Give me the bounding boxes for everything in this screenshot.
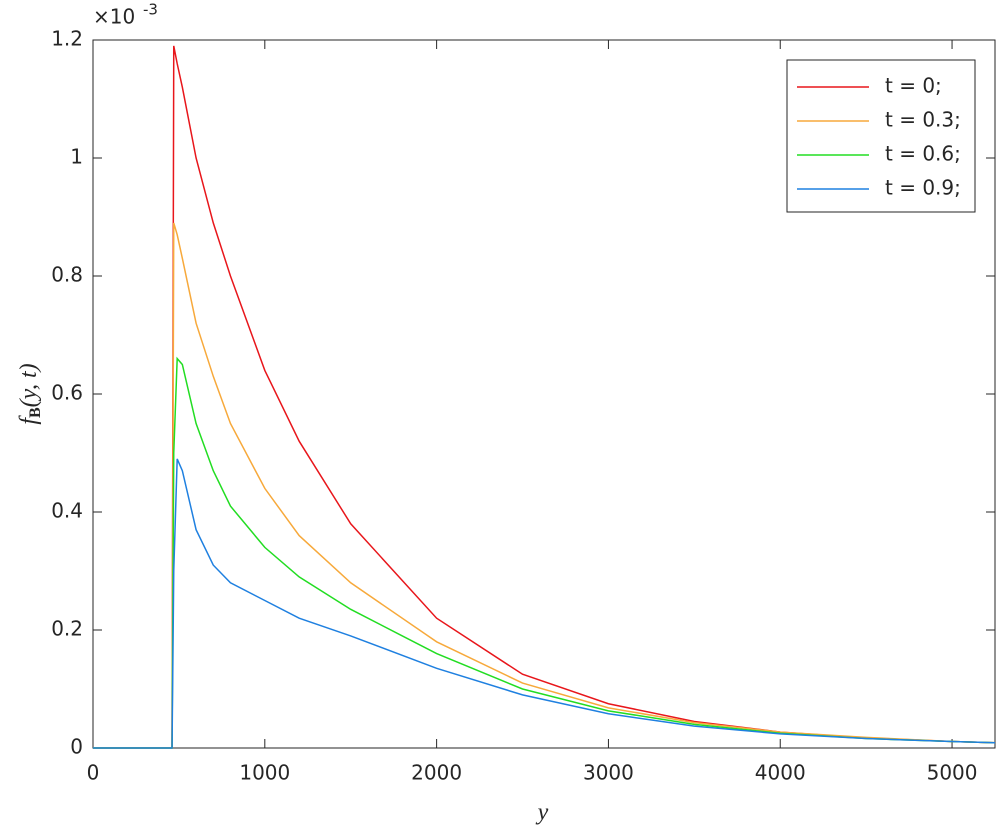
legend-label: t = 0.9; [885,176,961,200]
y-exponent-base: ×10 [93,5,135,29]
x-tick-label: 4000 [755,761,806,785]
series-line [93,458,996,749]
x-axis-label: y [536,800,549,826]
x-tick-label: 1000 [239,761,290,785]
x-tick-label: 5000 [927,761,978,785]
y-tick-label: 1.2 [51,27,83,51]
legend-label: t = 0.6; [885,142,961,166]
y-tick-label: 1 [70,145,83,169]
x-tick-label: 2000 [411,761,462,785]
y-tick-label: 0 [70,735,83,759]
y-exponent: -3 [143,1,158,19]
series-line [93,356,996,749]
y-axis-label: fB(y, t) [16,363,44,424]
legend-label: t = 0.3; [885,108,961,132]
y-tick-label: 0.8 [51,263,83,287]
x-tick-label: 0 [87,761,100,785]
series-line [93,222,996,749]
y-tick-label: 0.4 [51,499,83,523]
legend-label: t = 0; [885,74,942,98]
y-tick-label: 0.6 [51,381,83,405]
y-axis-label-part: B [27,407,44,418]
y-axis-label-part: f [16,415,42,425]
legend-box [786,59,976,213]
y-tick-label: 0.2 [51,617,83,641]
y-axis-label-part: (y, t) [16,363,42,407]
x-tick-label: 3000 [583,761,634,785]
